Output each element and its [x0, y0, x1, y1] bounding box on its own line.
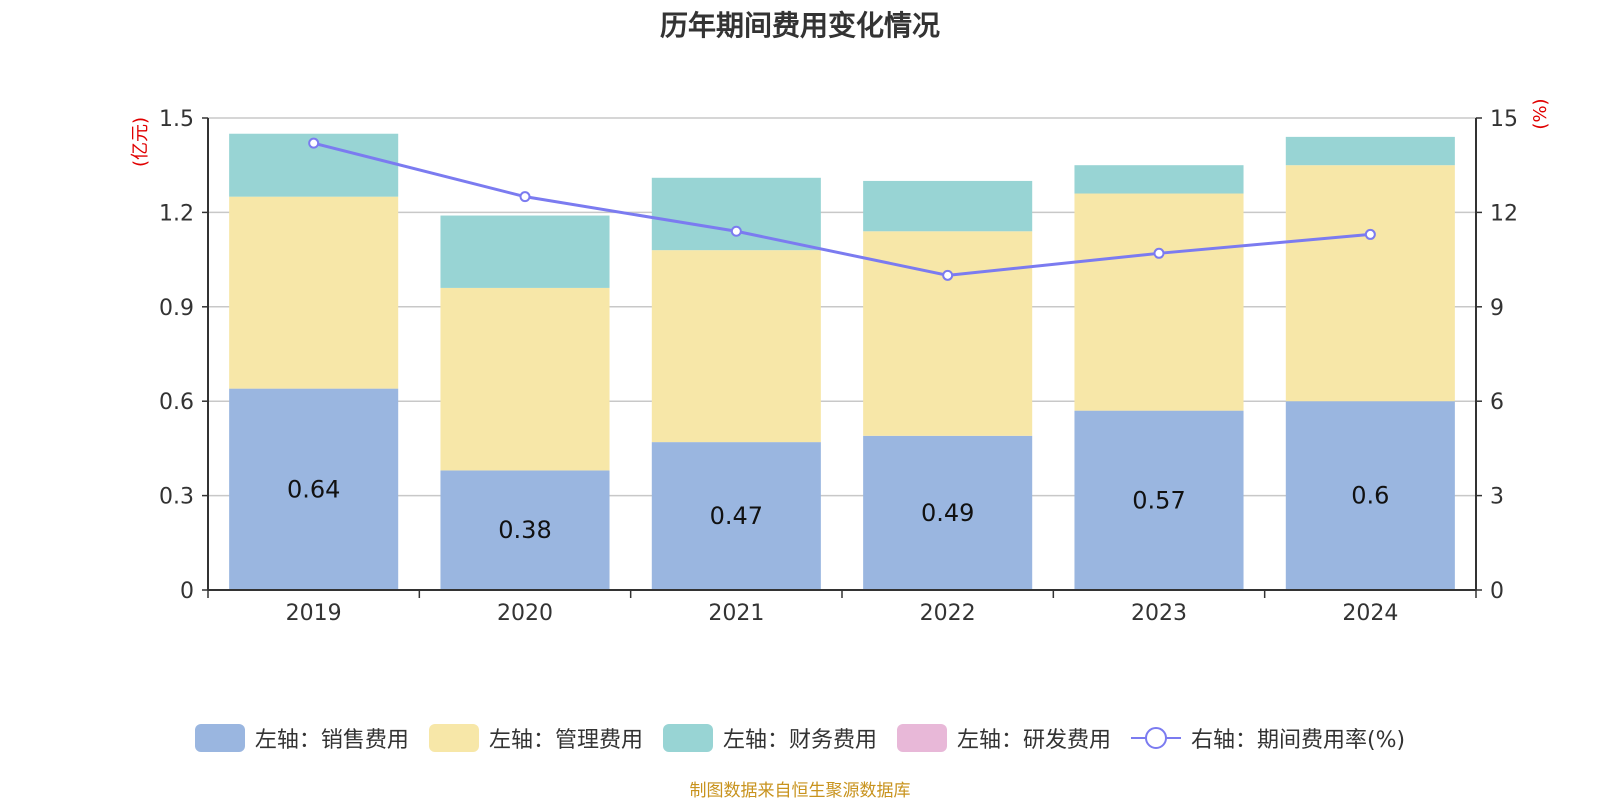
x-tick-label: 2021	[708, 601, 764, 626]
data-label: 0.38	[498, 516, 551, 544]
bar-segment	[1285, 401, 1455, 590]
bar-layer	[229, 133, 1455, 590]
grid-layer	[208, 117, 1476, 497]
bar-segment	[863, 231, 1033, 436]
x-tick-label: 2023	[1131, 601, 1187, 626]
y-left-tick-label: 1.2	[159, 201, 194, 226]
chart-title: 历年期间费用变化情况	[659, 9, 940, 42]
bar-segment	[1285, 165, 1455, 402]
y-left-tick-label: 0.3	[159, 485, 194, 510]
rate-line	[313, 141, 1371, 277]
bar-segment	[229, 388, 399, 590]
x-tick-label: 2019	[286, 601, 342, 626]
rate-point	[519, 191, 531, 203]
data-label: 0.6	[1351, 482, 1389, 510]
line-layer	[308, 137, 1376, 281]
y-right-tick-label: 0	[1490, 579, 1504, 604]
bar-segment	[651, 250, 821, 443]
rate-point	[942, 269, 954, 281]
legend-item[interactable]: 左轴：销售费用	[194, 722, 409, 754]
bar-segment	[651, 177, 821, 251]
y-right-tick-label: 3	[1490, 485, 1504, 510]
data-label: 0.49	[921, 499, 974, 527]
bar-segment	[863, 435, 1033, 590]
rate-point	[730, 225, 742, 237]
bar-segment	[229, 196, 399, 389]
legend-item[interactable]: 左轴：管理费用	[428, 722, 643, 754]
legend: 左轴：销售费用 左轴：管理费用 左轴：财务费用 左轴：研发费用 右轴：期间费用率(%)	[0, 718, 1600, 758]
y-left-tick-label: 0	[180, 579, 194, 604]
bar-segment	[1074, 410, 1244, 590]
legend-line-marker-icon	[1130, 724, 1181, 752]
bar-segment	[651, 442, 821, 590]
rate-point	[1364, 228, 1376, 240]
x-tick-label: 2024	[1342, 601, 1398, 626]
legend-item[interactable]: 左轴：研发费用	[896, 722, 1111, 754]
x-tick-label: 2020	[497, 601, 553, 626]
rate-point	[308, 137, 320, 149]
bar-segment	[1074, 165, 1244, 194]
source-note: 制图数据来自恒生聚源数据库	[689, 781, 911, 801]
rate-point	[1153, 247, 1165, 259]
bar-segment	[863, 180, 1033, 232]
legend-swatch	[896, 724, 947, 752]
bar-segment	[440, 470, 610, 590]
legend-label: 左轴：财务费用	[722, 728, 877, 753]
bar-segment	[1074, 193, 1244, 411]
legend-swatch	[662, 724, 713, 752]
legend-label: 右轴：期间费用率(%)	[1190, 728, 1406, 753]
bar-segment	[440, 287, 610, 471]
legend-swatch	[428, 724, 479, 752]
legend-swatch	[194, 724, 245, 752]
bar-segment	[440, 215, 610, 288]
legend-label: 左轴：销售费用	[254, 728, 409, 753]
axis-layer: 0 0.3 0.6 0.9 1.2 1.5 0 3 6 9 12 15 (亿元) (%) 2019 2020 2…	[130, 98, 1551, 626]
label-layer: 0.64 0.38 0.47 0.49 0.57 0.6	[287, 475, 1389, 544]
bar-segment	[1285, 136, 1455, 166]
y-right-unit-label: (%)	[1530, 98, 1551, 129]
y-left-tick-label: 0.9	[159, 296, 194, 321]
legend-label: 左轴：研发费用	[956, 728, 1111, 753]
y-right-tick-label: 6	[1490, 390, 1504, 415]
data-label: 0.57	[1132, 486, 1185, 514]
data-label: 0.47	[710, 502, 763, 530]
y-right-tick-label: 12	[1490, 201, 1518, 226]
y-right-tick-label: 9	[1490, 296, 1504, 321]
legend-item[interactable]: 右轴：期间费用率(%)	[1130, 722, 1406, 754]
legend-label: 左轴：管理费用	[488, 728, 643, 753]
y-left-tick-label: 1.5	[159, 107, 194, 132]
y-left-tick-label: 0.6	[159, 390, 194, 415]
x-tick-label: 2022	[920, 601, 976, 626]
data-label: 0.64	[287, 475, 340, 503]
y-left-unit-label: (亿元)	[130, 117, 151, 167]
y-right-tick-label: 15	[1490, 107, 1518, 132]
legend-item[interactable]: 左轴：财务费用	[662, 722, 877, 754]
